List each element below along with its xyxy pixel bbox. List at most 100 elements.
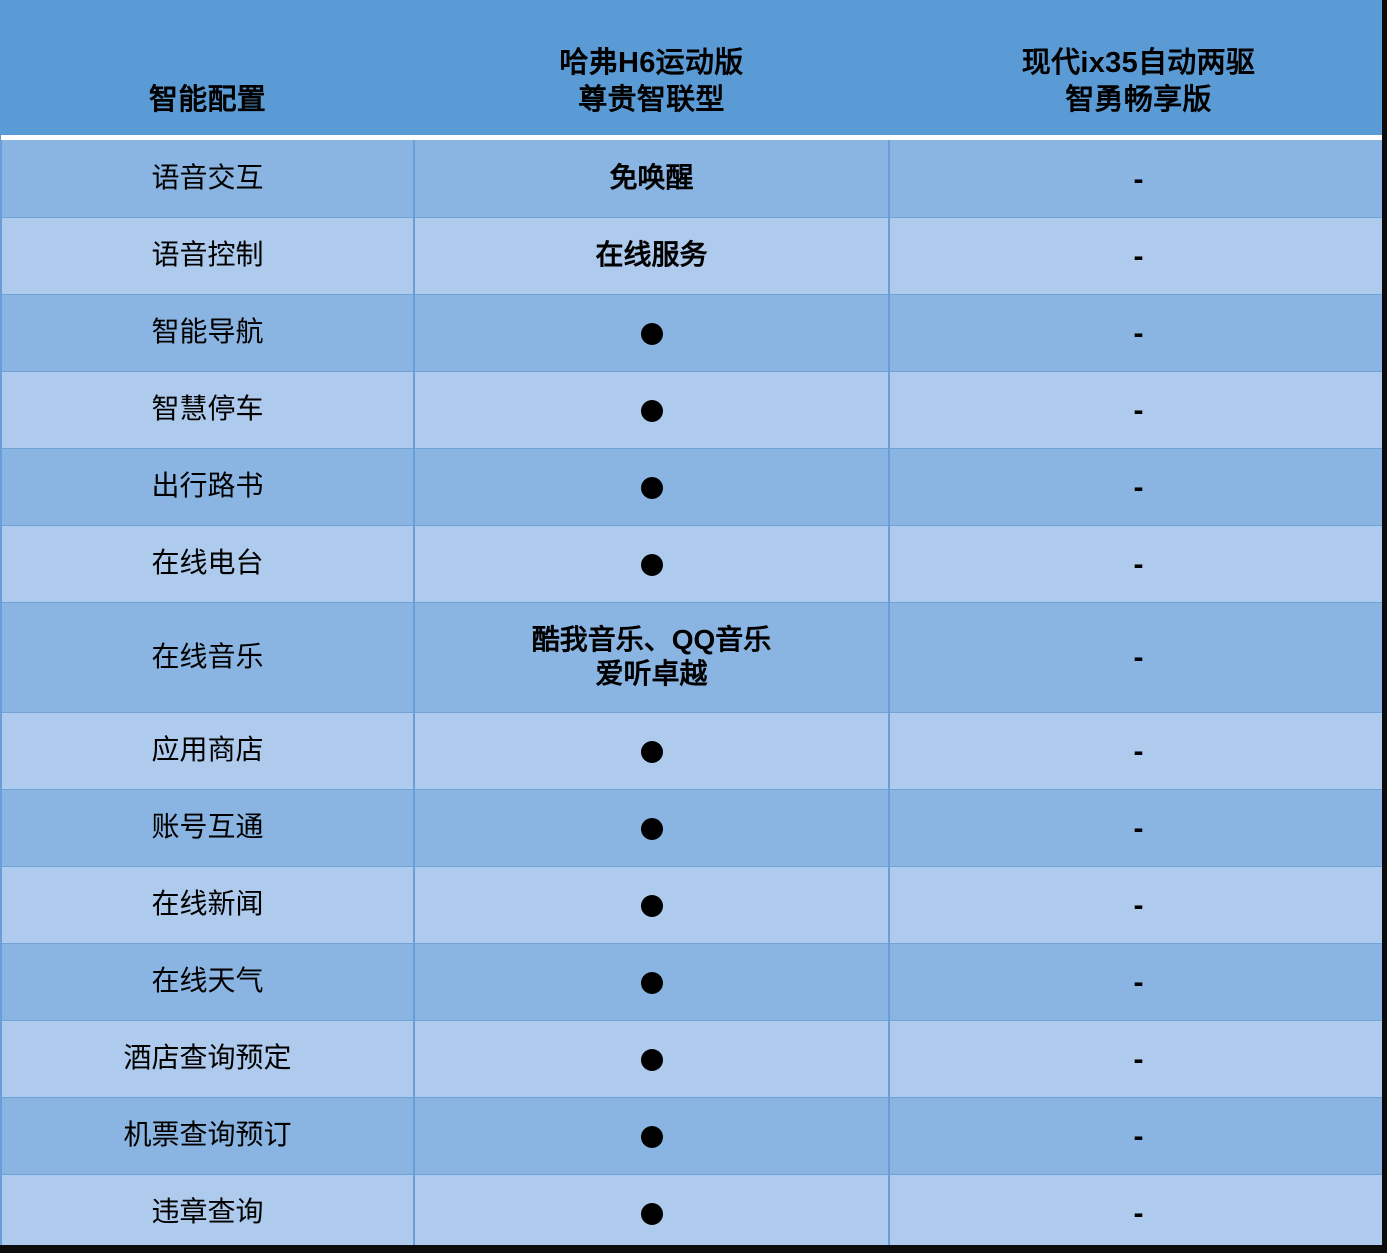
haval-value-line: 免唤醒 <box>609 162 694 194</box>
column-header-hyundai-ix35: 现代ix35自动两驱 智勇畅享版 <box>889 0 1387 135</box>
table-row: 语音控制 在线服务 - <box>0 217 1387 295</box>
ix35-value-cell: - <box>888 1097 1387 1175</box>
header-divider-rule <box>1 135 1387 140</box>
dash-icon: - <box>1133 734 1144 768</box>
dash-icon: - <box>1133 470 1144 504</box>
filled-circle-icon <box>640 971 663 994</box>
column-header-haval-h6: 哈弗H6运动版 尊贵智联型 <box>414 0 889 135</box>
haval-value-line: 爱听卓越 <box>595 658 708 689</box>
ix35-value-cell: - <box>888 217 1387 295</box>
filled-circle-icon <box>640 1125 663 1148</box>
dash-icon: - <box>1133 811 1144 845</box>
table-row: 语音交互 免唤醒 - <box>0 140 1387 218</box>
dash-icon: - <box>1133 1119 1144 1153</box>
haval-value-line: 酷我音乐、QQ音乐 <box>531 623 772 655</box>
table-row: 机票查询预订 - <box>0 1097 1387 1175</box>
ix35-value-cell: - <box>888 371 1387 449</box>
feature-name-cell: 智慧停车 <box>0 371 415 449</box>
dash-icon: - <box>1133 641 1144 675</box>
table-row: 在线新闻 - <box>0 866 1387 944</box>
ix35-value-cell: - <box>888 140 1387 218</box>
haval-value-cell <box>413 525 890 603</box>
dash-icon: - <box>1133 1042 1144 1076</box>
ix35-value-cell: - <box>888 712 1387 790</box>
table-body: 语音交互 免唤醒 - 语音控制 在线服务 - 智能导航 <box>0 140 1387 1252</box>
filled-circle-icon <box>640 476 663 499</box>
filled-circle-icon <box>640 399 663 422</box>
table-row: 违章查询 - <box>0 1174 1387 1252</box>
dash-icon: - <box>1133 239 1144 273</box>
header-divider-cell <box>1 135 1387 140</box>
ix35-value-cell: - <box>888 602 1387 713</box>
ix35-value-cell: - <box>888 448 1387 526</box>
feature-name-cell: 机票查询预订 <box>0 1097 415 1175</box>
haval-value-cell: 酷我音乐、QQ音乐 爱听卓越 <box>413 602 890 713</box>
haval-value-cell <box>413 789 890 867</box>
haval-value-cell <box>413 448 890 526</box>
ix35-value-cell: - <box>888 1174 1387 1252</box>
dash-icon: - <box>1133 888 1144 922</box>
filled-circle-icon <box>640 1048 663 1071</box>
filled-circle-icon <box>640 1202 663 1225</box>
table-row: 账号互通 - <box>0 789 1387 867</box>
haval-value-cell <box>413 371 890 449</box>
dash-icon: - <box>1133 965 1144 999</box>
feature-name-cell: 在线新闻 <box>0 866 415 944</box>
table-row: 在线电台 - <box>0 525 1387 603</box>
table-header: 智能配置 哈弗H6运动版 尊贵智联型 现代ix35自动两驱 智勇畅享版 <box>1 0 1387 140</box>
feature-name-cell: 应用商店 <box>0 712 415 790</box>
haval-value-line: 在线服务 <box>595 239 708 271</box>
feature-name-cell: 账号互通 <box>0 789 415 867</box>
haval-value-cell <box>413 1020 890 1098</box>
feature-name-cell: 在线音乐 <box>0 602 415 713</box>
haval-value-cell <box>413 866 890 944</box>
feature-name-cell: 违章查询 <box>0 1174 415 1252</box>
table-row: 应用商店 - <box>0 712 1387 790</box>
column-header-hyundai-ix35-line-2: 智勇畅享版 <box>1065 83 1212 116</box>
table-row: 出行路书 - <box>0 448 1387 526</box>
table-row: 在线音乐 酷我音乐、QQ音乐 爱听卓越 - <box>0 602 1387 713</box>
filled-circle-icon <box>640 740 663 763</box>
column-header-feature: 智能配置 <box>1 0 414 135</box>
table-row: 智慧停车 - <box>0 371 1387 449</box>
filled-circle-icon <box>640 817 663 840</box>
feature-name-cell: 在线电台 <box>0 525 415 603</box>
feature-name-cell: 语音交互 <box>0 140 415 218</box>
dash-icon: - <box>1133 162 1144 196</box>
haval-value-cell: 免唤醒 <box>413 140 890 218</box>
bottom-edge-border <box>0 1245 1387 1253</box>
feature-name-cell: 酒店查询预定 <box>0 1020 415 1098</box>
ix35-value-cell: - <box>888 943 1387 1021</box>
dash-icon: - <box>1133 316 1144 350</box>
ix35-value-cell: - <box>888 1020 1387 1098</box>
ix35-value-cell: - <box>888 866 1387 944</box>
table-row: 智能导航 - <box>0 294 1387 372</box>
column-header-haval-h6-line-2: 尊贵智联型 <box>578 83 725 116</box>
column-header-haval-h6-line-1: 哈弗H6运动版 <box>559 46 744 79</box>
filled-circle-icon <box>640 894 663 917</box>
feature-name-cell: 智能导航 <box>0 294 415 372</box>
feature-name-cell: 出行路书 <box>0 448 415 526</box>
haval-value-cell: 在线服务 <box>413 217 890 295</box>
column-header-hyundai-ix35-line-1: 现代ix35自动两驱 <box>1021 46 1256 79</box>
dash-icon: - <box>1133 547 1144 581</box>
ix35-value-cell: - <box>888 789 1387 867</box>
feature-name-cell: 在线天气 <box>0 943 415 1021</box>
filled-circle-icon <box>640 553 663 576</box>
ix35-value-cell: - <box>888 525 1387 603</box>
right-edge-border <box>1382 0 1387 1253</box>
header-row: 智能配置 哈弗H6运动版 尊贵智联型 现代ix35自动两驱 智勇畅享版 <box>1 0 1387 135</box>
dash-icon: - <box>1133 1196 1144 1230</box>
dash-icon: - <box>1133 393 1144 427</box>
ix35-value-cell: - <box>888 294 1387 372</box>
haval-value-cell <box>413 712 890 790</box>
table-row: 在线天气 - <box>0 943 1387 1021</box>
feature-name-cell: 语音控制 <box>0 217 415 295</box>
haval-value-cell <box>413 1097 890 1175</box>
column-header-feature-line-1: 智能配置 <box>148 83 267 116</box>
filled-circle-icon <box>640 322 663 345</box>
haval-value-cell <box>413 1174 890 1252</box>
haval-value-cell <box>413 294 890 372</box>
